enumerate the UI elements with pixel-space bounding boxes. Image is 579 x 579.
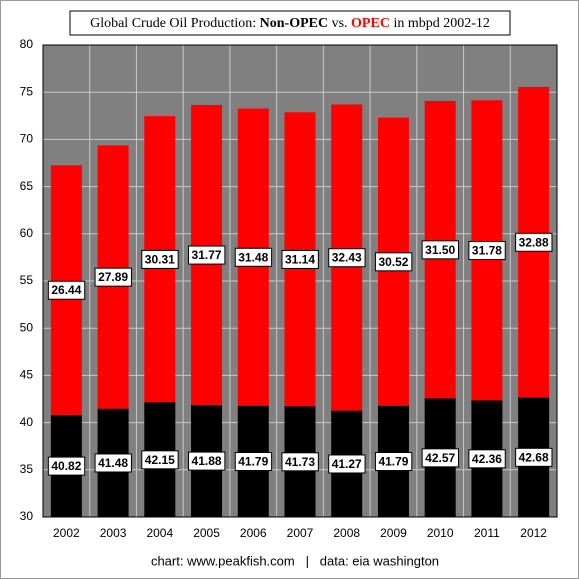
value-label: 31.77 — [192, 248, 222, 262]
y-tick-label: 80 — [20, 37, 34, 51]
value-label-box — [234, 247, 273, 267]
value-label: 27.89 — [98, 270, 128, 284]
value-label: 31.14 — [285, 252, 315, 266]
title-series: Non-OPEC — [260, 16, 328, 31]
value-label: 31.78 — [472, 243, 502, 257]
y-tick-label: 60 — [20, 226, 34, 240]
value-label: 42.68 — [519, 450, 549, 464]
value-label: 42.57 — [425, 451, 455, 465]
x-tick-label: 2003 — [100, 526, 127, 540]
value-label-box — [468, 240, 506, 260]
value-label: 32.43 — [332, 251, 362, 265]
y-tick-label: 40 — [20, 415, 34, 429]
chart-title: Global Crude Oil Production: Non-OPEC vs… — [90, 16, 490, 31]
x-tick-label: 2006 — [240, 526, 267, 540]
value-label-box — [281, 249, 319, 269]
title-mid: vs. — [332, 16, 348, 31]
value-label-box — [421, 240, 460, 260]
title-suffix: in mbpd 2002-12 — [393, 16, 489, 31]
value-label-box — [374, 452, 413, 472]
value-label: 31.48 — [238, 250, 268, 264]
value-label-box — [515, 232, 553, 252]
x-tick-label: 2005 — [193, 526, 220, 540]
x-tick-label: 2007 — [287, 526, 314, 540]
value-label-box — [47, 280, 86, 300]
value-label: 26.44 — [51, 283, 81, 297]
value-label: 30.52 — [378, 255, 408, 269]
value-label-box — [188, 245, 226, 265]
value-label: 40.82 — [51, 459, 81, 473]
value-label-box — [515, 447, 553, 467]
value-label: 41.79 — [378, 455, 408, 469]
x-tick-label: 2012 — [520, 526, 547, 540]
y-tick-label: 35 — [20, 462, 34, 476]
value-label: 41.79 — [238, 455, 268, 469]
value-label-box — [188, 451, 226, 471]
value-label: 30.31 — [145, 252, 175, 266]
x-tick-label: 2004 — [146, 526, 173, 540]
y-tick-label: 75 — [20, 84, 34, 98]
value-label-box — [47, 456, 86, 476]
x-tick-label: 2010 — [427, 526, 454, 540]
value-label: 41.27 — [332, 457, 362, 471]
x-tick-label: 2008 — [333, 526, 360, 540]
value-label-box — [141, 249, 179, 269]
value-label-box — [94, 267, 132, 287]
y-tick-label: 55 — [20, 273, 34, 287]
y-tick-label: 70 — [20, 132, 34, 146]
value-label-box — [328, 454, 366, 474]
x-tick-label: 2011 — [474, 526, 500, 540]
title-series: OPEC — [351, 16, 390, 31]
value-label-box — [374, 252, 413, 272]
value-label: 32.88 — [519, 235, 549, 249]
y-tick-label: 65 — [20, 179, 34, 193]
value-label: 42.36 — [472, 452, 502, 466]
value-label-box — [328, 248, 366, 268]
value-label-box — [421, 448, 460, 468]
title-prefix: Global Crude Oil Production: — [90, 16, 256, 31]
value-label: 41.48 — [98, 456, 128, 470]
value-label-box — [468, 449, 506, 469]
x-tick-label: 2002 — [53, 526, 80, 540]
y-tick-label: 45 — [20, 368, 34, 382]
plot-border — [42, 44, 558, 518]
title-box — [69, 10, 511, 36]
value-label-box — [281, 452, 319, 472]
y-tick-label: 50 — [20, 320, 34, 334]
footer: chart: www.peakfish.com | data: eia wash… — [151, 553, 439, 568]
value-label: 31.50 — [425, 243, 455, 257]
value-label-box — [234, 452, 273, 472]
value-label-box — [94, 453, 132, 473]
x-tick-label: 2009 — [380, 526, 407, 540]
y-tick-label: 30 — [20, 509, 34, 523]
value-label-box — [141, 450, 179, 470]
labels: 40.82 26.44 41.48 27.89 42.15 30.31 41.88 31.77… — [47, 232, 553, 476]
value-label: 41.73 — [285, 455, 315, 469]
value-label: 41.88 — [192, 454, 222, 468]
value-label: 42.15 — [145, 453, 175, 467]
